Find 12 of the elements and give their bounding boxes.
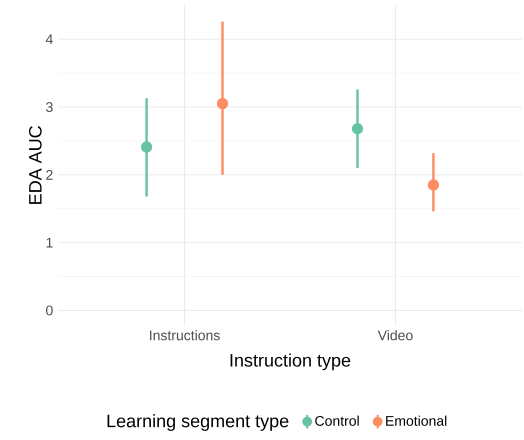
y-tick-label: 3 [46,102,53,112]
y-tick-label: 2 [46,170,53,180]
x-tick-label: Instructions [150,330,220,340]
y-tick-label: 4 [46,34,53,44]
y-tick-label: 0 [46,305,53,316]
x-axis-title: Instruction type [230,353,350,370]
legend-label: Control [315,416,359,426]
y-axis-title: EDA AUC [28,126,42,204]
x-tick-label: Video [378,330,413,340]
legend-title: Learning segment type [108,414,288,431]
y-tick-label: 1 [46,238,53,248]
legend-label: Emotional [386,416,446,426]
